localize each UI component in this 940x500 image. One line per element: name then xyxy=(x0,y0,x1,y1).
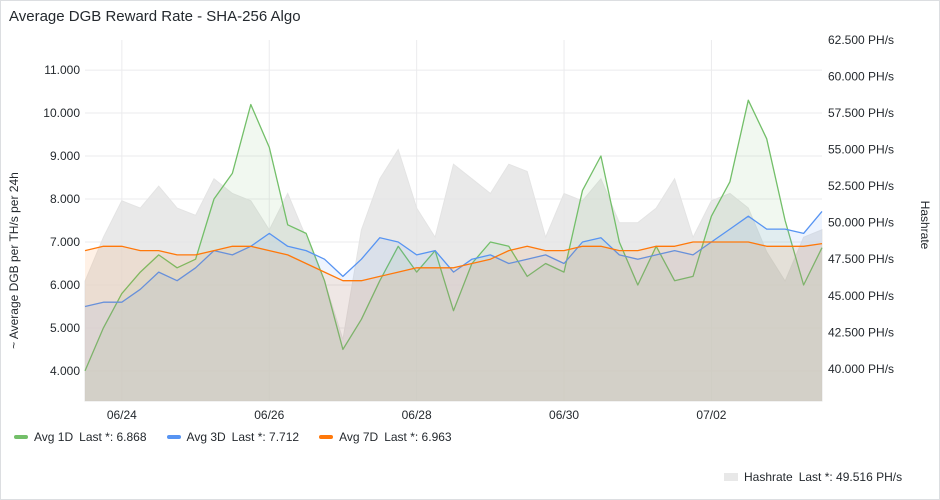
legend-swatch-avg-1d xyxy=(14,435,28,439)
series-area xyxy=(85,211,822,401)
legend-swatch-avg-7d xyxy=(319,435,334,439)
legend-item-hashrate[interactable]: Hashrate Last *: 49.516 PH/s xyxy=(724,470,902,484)
legend-last-value: Last *: 7.712 xyxy=(231,430,300,444)
legend-last-value: Last *: 6.868 xyxy=(79,430,147,444)
series-avg-3d xyxy=(84,210,823,401)
y2-tick-label: 40.000 PH/s xyxy=(828,362,894,376)
x-tick-label: 07/02 xyxy=(696,408,726,422)
legend-swatch-hashrate xyxy=(724,473,738,481)
y2-tick-label: 55.000 PH/s xyxy=(828,143,894,157)
series-area xyxy=(85,242,822,401)
legend: Avg 1D Last *: 6.868 Avg 3D Last *: 7.71… xyxy=(14,430,452,444)
y2-tick-label: 57.500 PH/s xyxy=(828,106,894,120)
legend-label: Hashrate xyxy=(744,470,793,484)
legend-item-avg-1d[interactable]: Avg 1D Last *: 6.868 xyxy=(14,430,147,444)
x-tick-label: 06/24 xyxy=(107,408,137,422)
series-avg-1d xyxy=(84,99,823,401)
legend-label: Avg 1D xyxy=(34,430,74,444)
series-avg-7d xyxy=(84,241,823,401)
y-tick-label: 9.000 xyxy=(50,149,80,163)
legend-last-value: Last *: 6.963 xyxy=(384,430,452,444)
y-tick-label: 5.000 xyxy=(50,321,80,335)
series-line xyxy=(84,99,823,372)
y-tick-label: 11.000 xyxy=(44,63,80,77)
y-tick-label: 6.000 xyxy=(50,278,80,292)
y-tick-label: 10.000 xyxy=(43,106,80,120)
y2-tick-label: 62.500 PH/s xyxy=(828,33,894,47)
y2-tick-label: 47.500 PH/s xyxy=(828,252,894,266)
y2-axis-label: Hashrate xyxy=(918,201,932,250)
y-axis-label: ~ Average DGB per TH/s per 24h xyxy=(7,172,21,349)
panel-title: Average DGB Reward Rate - SHA-256 Algo xyxy=(9,8,301,25)
y-tick-label: 7.000 xyxy=(50,235,80,249)
series-area xyxy=(85,100,822,401)
y2-tick-label: 50.000 PH/s xyxy=(828,216,894,230)
x-tick-label: 06/28 xyxy=(402,408,432,422)
y2-tick-label: 52.500 PH/s xyxy=(828,179,894,193)
series-line xyxy=(84,241,823,282)
legend-swatch-avg-3d xyxy=(166,435,181,439)
legend-label: Avg 7D xyxy=(339,430,379,444)
legend-label: Avg 3D xyxy=(186,430,226,444)
y2-tick-label: 42.500 PH/s xyxy=(828,325,894,339)
legend-last-value: Last *: 49.516 PH/s xyxy=(798,470,903,484)
y2-tick-label: 45.000 PH/s xyxy=(828,289,894,303)
y-tick-label: 8.000 xyxy=(50,192,80,206)
y-tick-label: 4.000 xyxy=(50,364,80,378)
series-line xyxy=(84,210,823,308)
legend-item-avg-7d[interactable]: Avg 7D Last *: 6.963 xyxy=(319,430,452,444)
x-tick-label: 06/26 xyxy=(254,408,284,422)
legend-item-avg-3d[interactable]: Avg 3D Last *: 7.712 xyxy=(166,430,300,444)
y2-tick-label: 60.000 PH/s xyxy=(828,70,894,84)
hashrate-area xyxy=(84,148,823,402)
x-tick-label: 06/30 xyxy=(549,408,579,422)
